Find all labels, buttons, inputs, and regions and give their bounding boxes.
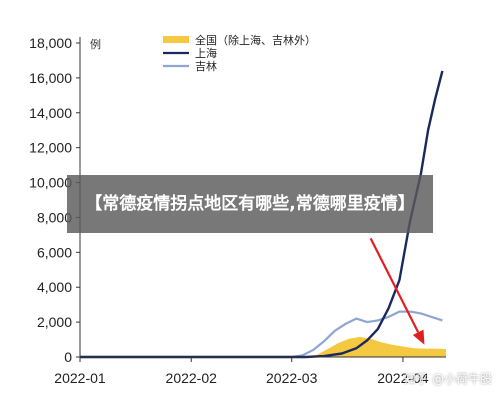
- x-tick-label: 2022-03: [266, 370, 318, 386]
- y-unit-label: 例: [90, 37, 101, 51]
- series-jilin-line: [80, 310, 443, 359]
- legend-label: 上海: [195, 46, 217, 60]
- y-tick-label: 8,000: [37, 209, 72, 225]
- y-tick-label: 18,000: [29, 35, 72, 51]
- legend-label: 吉林: [195, 59, 217, 73]
- watermark: 知乎 @小荷牛股: [404, 372, 492, 386]
- y-tick-label: 14,000: [29, 105, 72, 121]
- axes: 0 2,000 4,000 6,000 8,000 10,000 12,000 14,000 1…: [29, 35, 446, 386]
- y-tick-label: 6,000: [37, 244, 72, 260]
- legend-swatch-national: [163, 36, 189, 43]
- y-tick-label: 12,000: [29, 140, 72, 156]
- y-tick-label: 0: [64, 349, 72, 365]
- banner-text: 【常德疫情拐点地区有哪些,常德哪里疫情】: [85, 194, 415, 214]
- y-tick-label: 2,000: [37, 314, 72, 330]
- x-tick-label: 2022-04: [377, 370, 429, 386]
- annotation-layer: [369, 237, 425, 345]
- title-banner: 【常德疫情拐点地区有哪些,常德哪里疫情】: [67, 175, 433, 233]
- y-tick-label: 16,000: [29, 70, 72, 86]
- y-tick-label: 10,000: [29, 175, 72, 191]
- series-layer: [80, 70, 446, 359]
- series-shanghai-line: [80, 70, 444, 359]
- arrow-shaft: [369, 237, 420, 333]
- x-tick-label: 2022-01: [54, 370, 106, 386]
- arrow-head: [412, 329, 425, 345]
- legend-label: 全国（除上海、吉林外）: [195, 33, 316, 47]
- x-tick-label: 2022-02: [166, 370, 218, 386]
- y-tick-label: 4,000: [37, 279, 72, 295]
- series-national-area: [80, 336, 446, 357]
